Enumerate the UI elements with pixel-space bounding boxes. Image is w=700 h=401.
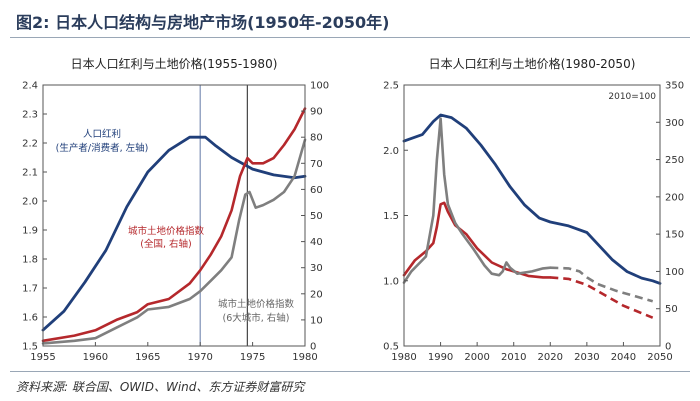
y-left-tick-label: 2.4: [22, 81, 38, 92]
x-tick-label: 2010: [501, 352, 526, 363]
title-divider: [10, 37, 690, 38]
y-right-tick-label: 10: [310, 315, 323, 326]
x-tick-label: 1970: [187, 352, 212, 363]
series-note-demographic-dividend: (生产者/消费者, 左轴): [56, 142, 149, 154]
series-line-2: [402, 117, 552, 284]
y-right-tick-label: 0: [310, 342, 316, 353]
plot-frame: [403, 84, 661, 347]
series-line-0: [402, 113, 662, 285]
series-line-projection-1: [550, 276, 654, 319]
chart-left: 日本人口红利与土地价格(1955-1980) 1955 1960 1965 1970 1…: [22, 56, 329, 363]
series-line-2: [41, 138, 307, 345]
x-tick-label: 2000: [464, 352, 489, 363]
series-note-land-national: (全国, 右轴): [140, 238, 191, 250]
footer-divider: [10, 371, 690, 372]
y-right-tick-label: 0: [665, 342, 671, 353]
y-left-tick-label: 2.0: [383, 146, 399, 157]
y-left-tick-label: 0.5: [383, 342, 399, 353]
y-right-tick-label: 350: [665, 81, 684, 92]
y-right-tick-label: 70: [310, 159, 323, 170]
chart-right: 日本人口红利与土地价格(1980-2050) 1980 1990 2000 2010 2…: [383, 56, 684, 363]
y-right-tick-label: 90: [310, 107, 323, 118]
y-right-tick-label: 100: [665, 267, 684, 278]
y-left-tick-label: 1.8: [22, 255, 38, 266]
y-right-tick-label: 250: [665, 155, 684, 166]
series-line-projection-2: [550, 266, 654, 303]
y-left-tick-label: 2.1: [22, 168, 38, 179]
y-left-tick-label: 2.5: [383, 81, 399, 92]
series-line-1: [402, 201, 552, 279]
y-left-tick-label: 1.6: [22, 313, 38, 324]
series-label-land-national: 城市土地价格指数: [128, 225, 205, 237]
x-tick-label: 1960: [83, 352, 108, 363]
x-tick-label: 2030: [574, 352, 599, 363]
series-label-land-six-cities: 城市土地价格指数: [218, 298, 295, 310]
base-year-annotation: 2010=100: [608, 92, 656, 102]
series-label-demographic-dividend: 人口红利: [83, 128, 121, 140]
x-tick-label: 2020: [538, 352, 563, 363]
y-right-tick-label: 60: [310, 185, 323, 196]
x-tick-label: 1965: [135, 352, 160, 363]
y-right-tick-label: 80: [310, 133, 323, 144]
series-line-0: [41, 135, 307, 332]
y-right-tick-label: 40: [310, 237, 323, 248]
x-tick-label: 1990: [428, 352, 453, 363]
x-tick-label: 2050: [647, 352, 672, 363]
y-left-tick-label: 2.2: [22, 139, 38, 150]
y-right-tick-label: 300: [665, 118, 684, 129]
y-left-tick-label: 1.0: [383, 276, 399, 287]
y-left-tick-label: 1.9: [22, 226, 38, 237]
source-note: 资料来源: 联合国、OWID、Wind、东方证券财富研究: [16, 380, 305, 394]
figure-title: 图2: 日本人口结构与房地产市场(1950年-2050年): [16, 13, 390, 32]
y-left-tick-label: 2.0: [22, 197, 38, 208]
chart-title: 日本人口红利与土地价格(1980-2050): [429, 56, 636, 71]
y-right-tick-label: 50: [310, 211, 323, 222]
y-left-tick-label: 2.3: [22, 110, 38, 121]
y-right-tick-label: 100: [310, 81, 329, 92]
x-tick-label: 1980: [391, 352, 416, 363]
series-line-1: [41, 107, 307, 343]
x-tick-label: 1955: [30, 352, 55, 363]
y-right-tick-label: 150: [665, 230, 684, 241]
x-tick-label: 2040: [611, 352, 636, 363]
y-right-tick-label: 50: [665, 304, 678, 315]
y-right-tick-label: 30: [310, 263, 323, 274]
y-right-tick-label: 20: [310, 289, 323, 300]
series-note-land-six-cities: (6大城市, 右轴): [223, 312, 290, 324]
y-left-tick-label: 1.7: [22, 284, 38, 295]
x-tick-label: 1975: [240, 352, 265, 363]
chart-title: 日本人口红利与土地价格(1955-1980): [71, 56, 278, 71]
y-left-tick-label: 1.5: [22, 342, 38, 353]
x-tick-label: 1980: [292, 352, 317, 363]
y-right-tick-label: 200: [665, 192, 684, 203]
y-left-tick-label: 1.5: [383, 211, 399, 222]
